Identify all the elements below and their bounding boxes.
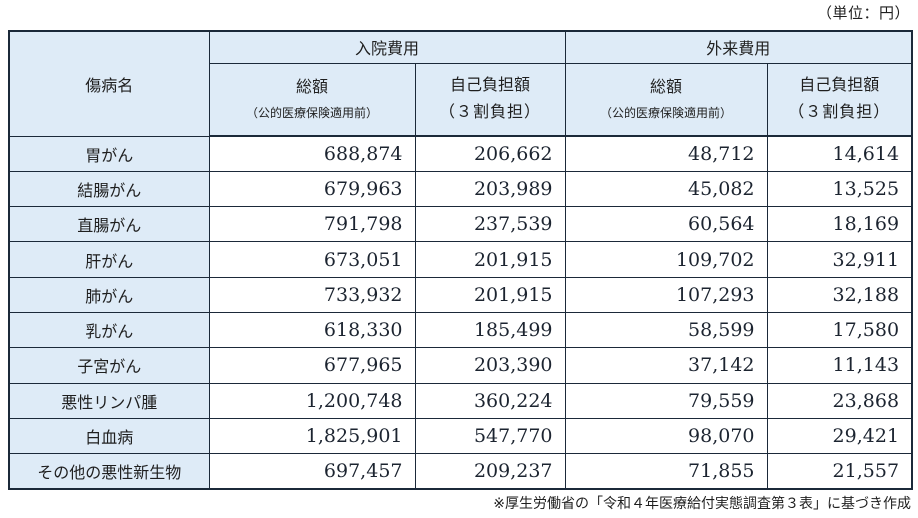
outpatient-total-cell: 60,564	[564, 206, 768, 243]
source-note: ※厚生労働省の「令和４年医療給付実態調査第３表」に基づき作成	[493, 495, 911, 511]
disease-name-cell: 肺がん	[8, 276, 210, 313]
outpatient-copay-cell: 13,525	[766, 170, 913, 208]
outpatient-total-label: 総額	[650, 78, 683, 96]
disease-name-cell: 結腸がん	[8, 170, 210, 208]
outpatient-total-cell: 98,070	[564, 417, 768, 455]
table-row: 肺がん 733,932 201,915 107,293 32,188	[8, 276, 913, 313]
disease-name-cell: 胃がん	[8, 135, 210, 172]
outpatient-total-cell: 107,293	[564, 276, 768, 313]
outpatient-total-cell: 37,142	[564, 347, 768, 384]
col-header-disease: 傷病名	[8, 30, 210, 137]
outpatient-total-cell: 45,082	[564, 170, 768, 208]
inpatient-total-cell: 1,825,901	[208, 417, 416, 455]
disease-name-cell: 子宮がん	[8, 347, 210, 384]
disease-name-cell: 悪性リンパ腫	[8, 382, 210, 419]
inpatient-copay-cell: 547,770	[414, 417, 566, 455]
outpatient-copay-cell: 14,614	[766, 135, 913, 172]
outpatient-copay-sublabel: （３割負担）	[788, 103, 891, 121]
outpatient-copay-cell: 11,143	[766, 347, 913, 384]
header-stack: 総額 （公的医療保険適用前）	[566, 78, 766, 120]
inpatient-copay-cell: 203,390	[414, 347, 566, 384]
outpatient-total-cell: 58,599	[564, 311, 768, 349]
inpatient-total-label: 総額	[295, 78, 328, 96]
outpatient-copay-cell: 21,557	[766, 453, 913, 490]
header-group-row: 傷病名 入院費用 外来費用	[8, 30, 913, 137]
inpatient-copay-cell: 206,662	[414, 135, 566, 172]
inpatient-total-cell: 791,798	[208, 206, 416, 243]
disease-name-cell: その他の悪性新生物	[8, 453, 210, 490]
inpatient-total-cell: 679,963	[208, 170, 416, 208]
disease-name-cell: 直腸がん	[8, 206, 210, 243]
unit-label: （単位：円）	[816, 5, 910, 22]
outpatient-copay-cell: 17,580	[766, 311, 913, 349]
medical-cost-table: 傷病名 入院費用 外来費用 総額 （公的医療保険適用前） 自己負担額 （３割負担…	[8, 30, 914, 490]
inpatient-copay-cell: 185,499	[414, 311, 566, 349]
outpatient-total-cell: 79,559	[564, 382, 768, 419]
inpatient-copay-cell: 201,915	[414, 241, 566, 278]
table-row: 胃がん 688,874 206,662 48,712 14,614	[8, 135, 913, 172]
inpatient-total-sublabel: （公的医療保険適用前）	[245, 105, 378, 120]
disease-name-cell: 肝がん	[8, 241, 210, 278]
table-body: 胃がん 688,874 206,662 48,712 14,614 結腸がん 6…	[8, 135, 913, 490]
inpatient-copay-cell: 360,224	[414, 382, 566, 419]
inpatient-copay-label: 自己負担額	[450, 76, 531, 94]
outpatient-total-sublabel: （公的医療保険適用前）	[600, 105, 733, 120]
outpatient-copay-cell: 23,868	[766, 382, 913, 419]
outpatient-total-cell: 109,702	[564, 241, 768, 278]
table-row: 白血病 1,825,901 547,770 98,070 29,421	[8, 417, 913, 455]
col-header-outpatient-total: 総額 （公的医療保険適用前）	[564, 62, 768, 137]
inpatient-total-cell: 673,051	[208, 241, 416, 278]
table-header: 傷病名 入院費用 外来費用 総額 （公的医療保険適用前） 自己負担額 （３割負担…	[8, 30, 913, 137]
table-row: 悪性リンパ腫 1,200,748 360,224 79,559 23,868	[8, 382, 913, 419]
table-row: その他の悪性新生物 697,457 209,237 71,855 21,557	[8, 453, 913, 490]
header-stack: 自己負担額 （３割負担）	[416, 76, 564, 121]
header-sub-row: 総額 （公的医療保険適用前） 自己負担額 （３割負担） 総額 （公的医療保険適用…	[9, 62, 913, 137]
table-row: 直腸がん 791,798 237,539 60,564 18,169	[8, 206, 913, 243]
inpatient-total-cell: 733,932	[208, 276, 416, 313]
col-header-outpatient: 外来費用	[564, 30, 913, 64]
col-header-inpatient: 入院費用	[208, 30, 566, 64]
outpatient-copay-cell: 29,421	[766, 417, 913, 455]
inpatient-total-cell: 688,874	[208, 135, 416, 172]
inpatient-copay-cell: 237,539	[414, 206, 566, 243]
header-stack: 総額 （公的医療保険適用前）	[210, 78, 414, 120]
outpatient-copay-cell: 32,911	[766, 241, 913, 278]
disease-name-cell: 乳がん	[8, 311, 210, 349]
inpatient-total-cell: 677,965	[208, 347, 416, 384]
inpatient-copay-cell: 201,915	[414, 276, 566, 313]
outpatient-total-cell: 48,712	[564, 135, 768, 172]
col-header-outpatient-copay: 自己負担額 （３割負担）	[766, 62, 913, 137]
outpatient-total-cell: 71,855	[564, 453, 768, 490]
inpatient-total-cell: 697,457	[208, 453, 416, 490]
inpatient-total-cell: 618,330	[208, 311, 416, 349]
header-stack: 自己負担額 （３割負担）	[768, 76, 911, 121]
outpatient-copay-label: 自己負担額	[799, 76, 880, 94]
outpatient-copay-cell: 18,169	[766, 206, 913, 243]
table-row: 結腸がん 679,963 203,989 45,082 13,525	[8, 170, 913, 208]
col-header-inpatient-copay: 自己負担額 （３割負担）	[414, 62, 566, 137]
col-header-inpatient-total: 総額 （公的医療保険適用前）	[208, 62, 416, 137]
disease-name-cell: 白血病	[8, 417, 210, 455]
inpatient-copay-cell: 203,989	[414, 170, 566, 208]
inpatient-total-cell: 1,200,748	[208, 382, 416, 419]
table-row: 子宮がん 677,965 203,390 37,142 11,143	[8, 347, 913, 384]
outpatient-copay-cell: 32,188	[766, 276, 913, 313]
inpatient-copay-cell: 209,237	[414, 453, 566, 490]
inpatient-copay-sublabel: （３割負担）	[439, 103, 542, 121]
table-row: 乳がん 618,330 185,499 58,599 17,580	[8, 311, 913, 349]
table-row: 肝がん 673,051 201,915 109,702 32,911	[8, 241, 913, 278]
